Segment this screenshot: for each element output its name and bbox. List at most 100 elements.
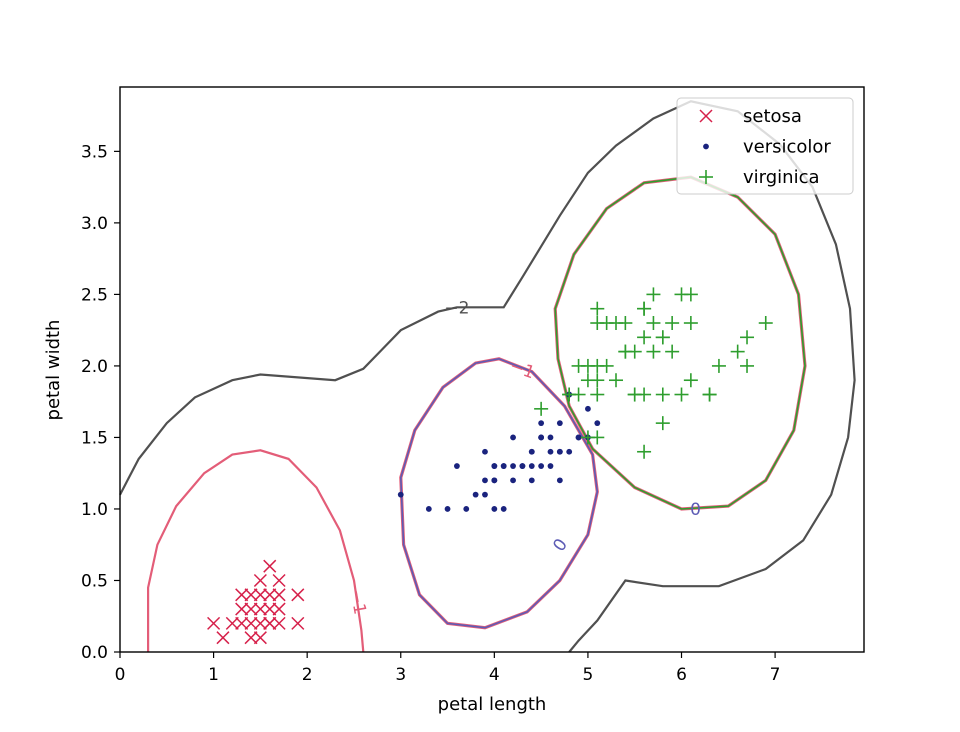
x-tick-label: 5	[583, 665, 594, 685]
legend: setosa versicolor virginica	[676, 97, 854, 195]
data-point-setosa	[235, 588, 249, 602]
data-point-setosa	[207, 616, 221, 630]
data-point-virginica	[683, 373, 698, 388]
data-point-setosa	[263, 559, 277, 573]
y-tick-label: 0.5	[81, 571, 108, 591]
data-point-virginica	[599, 358, 614, 373]
marker-stroke	[272, 602, 286, 616]
data-point-virginica	[730, 344, 745, 359]
contour-line-setosa	[147, 449, 365, 653]
data-point-virginica	[683, 287, 698, 302]
data-point-virginica	[646, 316, 661, 331]
data-point-versicolor	[566, 448, 573, 455]
data-point-setosa	[216, 631, 230, 645]
data-point-versicolor	[594, 420, 601, 427]
x-tick-label: 7	[770, 665, 781, 685]
data-point-versicolor	[482, 491, 488, 498]
data-point-setosa	[244, 588, 258, 602]
data-point-versicolor	[491, 477, 498, 484]
x-tick-label: 0	[115, 665, 126, 685]
data-point-versicolor	[556, 448, 563, 455]
data-point-setosa	[272, 573, 286, 588]
data-point-virginica	[683, 316, 698, 331]
data-point-setosa	[272, 588, 286, 602]
data-point-versicolor	[425, 506, 432, 512]
marker-stroke	[244, 631, 258, 645]
legend-box	[676, 97, 854, 195]
data-point-virginica	[590, 301, 605, 316]
marker-stroke	[263, 602, 277, 616]
data-point-virginica	[655, 330, 670, 345]
x-tick-label: 4	[489, 665, 500, 685]
data-point-versicolor	[472, 491, 479, 498]
data-point-versicolor	[463, 506, 470, 512]
marker-stroke	[699, 109, 713, 123]
data-point-virginica	[627, 387, 642, 402]
marker-stroke	[272, 588, 286, 602]
data-point-setosa	[291, 588, 305, 602]
legend-marker-virginica	[699, 170, 713, 184]
data-point-virginica	[674, 387, 689, 402]
data-point-setosa	[272, 602, 286, 616]
data-point-virginica	[646, 287, 661, 302]
data-point-setosa	[244, 602, 258, 616]
contour-label: −2	[444, 298, 469, 318]
contour-line-minus-2	[119, 100, 856, 653]
data-point-virginica	[758, 316, 773, 331]
x-tick-label: 3	[395, 665, 406, 685]
y-tick-label: 1.5	[81, 428, 108, 448]
legend-label-virginica: virginica	[743, 167, 820, 188]
data-point-virginica	[609, 373, 623, 388]
data-point-setosa	[272, 616, 286, 630]
data-point-virginica	[740, 358, 755, 373]
data-point-setosa	[244, 616, 258, 630]
legend-marker-setosa	[699, 109, 713, 123]
data-point-setosa	[253, 616, 267, 630]
contour-label: −1	[346, 588, 370, 616]
data-point-setosa	[263, 588, 277, 602]
marker-stroke	[263, 559, 277, 573]
data-point-versicolor	[528, 463, 535, 469]
y-tick-label: 3.0	[81, 214, 108, 234]
data-point-virginica	[665, 344, 680, 359]
data-point-virginica	[590, 430, 605, 445]
y-tick-label: 0.0	[81, 643, 108, 663]
y-tick-label: 2.0	[81, 357, 108, 377]
data-point-setosa	[244, 631, 258, 645]
marker-stroke	[253, 616, 267, 630]
data-point-virginica	[655, 416, 670, 431]
x-tick-label: 6	[676, 665, 687, 685]
marker-stroke	[244, 616, 258, 630]
data-point-setosa	[263, 616, 277, 630]
marker-stroke	[244, 588, 258, 602]
legend-label-versicolor: versicolor	[743, 137, 831, 158]
data-point-virginica	[655, 387, 670, 402]
marker-stroke	[263, 588, 277, 602]
data-point-versicolor	[528, 448, 535, 455]
data-point-versicolor	[491, 506, 498, 512]
data-point-virginica	[702, 387, 717, 402]
contour-line-versicolor-inner	[399, 357, 599, 629]
data-point-virginica	[637, 301, 652, 316]
data-point-setosa	[235, 602, 249, 616]
axes: 0 1 2 3 4 5 6 7 0.0 0.5 1.0 1.5 2.0 2.5 3.0 3.5	[81, 86, 865, 685]
y-axis-label: petal width	[43, 320, 64, 421]
data-point-versicolor	[528, 477, 535, 484]
marker-stroke	[263, 616, 277, 630]
marker-stroke	[291, 588, 305, 602]
marker-stroke	[235, 616, 249, 630]
data-points	[207, 287, 773, 645]
data-point-versicolor	[547, 434, 554, 441]
data-point-virginica	[534, 401, 549, 416]
marker-stroke	[253, 588, 267, 602]
data-point-versicolor	[510, 477, 516, 484]
x-axis-label: petal length	[438, 694, 547, 715]
marker-stroke	[216, 631, 230, 645]
data-point-versicolor	[482, 448, 488, 455]
marker-stroke	[272, 573, 286, 588]
data-point-virginica	[618, 316, 633, 331]
data-point-versicolor	[556, 477, 563, 484]
data-point-setosa	[235, 616, 249, 630]
x-tick-label: 2	[302, 665, 313, 685]
